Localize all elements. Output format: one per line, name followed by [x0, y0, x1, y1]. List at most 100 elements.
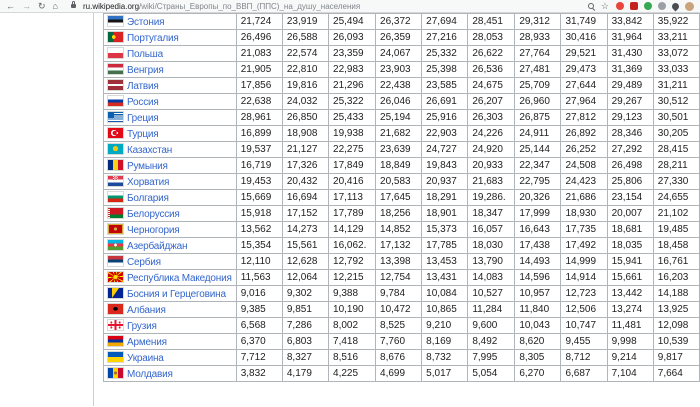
- flag-icon: [108, 287, 123, 298]
- value-cell: 30,205: [652, 125, 700, 142]
- value-cell: 24,920: [467, 141, 516, 158]
- country-link[interactable]: Украина: [127, 352, 164, 364]
- back-button[interactable]: ←: [6, 0, 15, 11]
- country-link[interactable]: Албания: [127, 304, 166, 316]
- flag-icon: [108, 223, 123, 234]
- value-cell: 33,072: [652, 45, 700, 62]
- value-cell: 18,256: [375, 205, 423, 222]
- value-cell: 23,359: [328, 45, 377, 62]
- value-cell: 8,002: [328, 317, 377, 334]
- country-link[interactable]: Польша: [127, 48, 163, 60]
- country-link[interactable]: Республика Македония: [127, 272, 232, 284]
- value-cell: 20,326: [514, 189, 562, 206]
- value-cell: 9,210: [421, 317, 469, 334]
- table-row: Греция 28,961 26,850 25,433 25,194 25,916 26…: [103, 109, 700, 126]
- value-cell: 16,203: [652, 269, 700, 286]
- flag-icon: [108, 31, 123, 42]
- country-link[interactable]: Латвия: [127, 80, 159, 92]
- country-link[interactable]: Эстония: [127, 16, 165, 28]
- value-cell: 21,296: [328, 77, 377, 94]
- country-link[interactable]: Армения: [127, 336, 167, 348]
- table-row: Турция 16,899 18,908 19,938 21,682 22,903 24…: [103, 125, 700, 142]
- value-cell: 12,628: [281, 253, 330, 270]
- home-button[interactable]: ⌂: [52, 0, 58, 11]
- extension-badge-gray-circle[interactable]: [658, 2, 666, 10]
- reload-button[interactable]: ↻: [38, 0, 46, 11]
- country-link[interactable]: Румыния: [127, 160, 168, 172]
- value-cell: 24,655: [652, 189, 700, 206]
- country-link[interactable]: Хорватия: [127, 176, 170, 188]
- value-cell: 9,455: [560, 333, 608, 350]
- table-row: Грузия 6,568 7,286 8,002 8,525 9,210 9,600 10…: [103, 317, 700, 334]
- country-link[interactable]: Португалия: [127, 32, 179, 44]
- extension-badge-stop-octagon[interactable]: [630, 2, 638, 10]
- country-cell: Азербайджан: [103, 237, 237, 254]
- address-bar[interactable]: ru.wikipedia.org/wiki/Страны_Европы_по_В…: [83, 2, 360, 11]
- country-link[interactable]: Белоруссия: [127, 208, 180, 220]
- country-link[interactable]: Россия: [127, 96, 159, 108]
- value-cell: 26,892: [560, 125, 608, 142]
- value-cell: 19,843: [421, 157, 469, 174]
- value-cell: 13,431: [421, 269, 469, 286]
- flag-icon: [108, 335, 123, 346]
- table-row: Азербайджан 15,354 15,561 16,062. 17,132 17…: [103, 237, 700, 254]
- value-cell: 24,508: [560, 157, 608, 174]
- value-cell: 29,312: [514, 13, 562, 30]
- value-cell: 13,453: [421, 253, 469, 270]
- value-cell: 17,113: [328, 189, 377, 206]
- country-link[interactable]: Греция: [127, 112, 159, 124]
- country-link[interactable]: Черногория: [127, 224, 180, 236]
- value-cell: 18,849: [375, 157, 423, 174]
- value-cell: 14,493: [514, 253, 562, 270]
- value-cell: 19,286.: [467, 189, 516, 206]
- extension-badge-red-circle[interactable]: [616, 2, 624, 10]
- country-cell: Черногория: [103, 221, 237, 238]
- country-cell: Армения: [103, 333, 237, 350]
- flag-icon: [108, 351, 123, 362]
- country-link[interactable]: Турция: [127, 128, 159, 140]
- value-cell: 18,930: [560, 205, 608, 222]
- value-cell: 16,643: [514, 221, 562, 238]
- country-link[interactable]: Сербия: [127, 256, 161, 268]
- value-cell: 28,415: [652, 141, 700, 158]
- value-cell: 7,286: [281, 317, 330, 334]
- value-cell: 31,369: [606, 61, 654, 78]
- value-cell: 24,727: [421, 141, 469, 158]
- forward-button[interactable]: →: [22, 0, 31, 11]
- country-link[interactable]: Болгария: [127, 192, 169, 204]
- extension-badge-green-circle[interactable]: [644, 2, 652, 10]
- value-cell: 7,664: [652, 365, 700, 382]
- value-cell: 18,681: [606, 221, 654, 238]
- value-cell: 18,347: [467, 205, 516, 222]
- profile-avatar[interactable]: [685, 1, 694, 11]
- value-cell: 10,865: [421, 301, 469, 318]
- country-link[interactable]: Казахстан: [127, 144, 173, 156]
- country-link[interactable]: Босния и Герцеговина: [127, 288, 226, 300]
- value-cell: 17,856: [235, 77, 283, 94]
- value-cell: 28,053: [467, 29, 516, 46]
- value-cell: 25,916: [421, 109, 469, 126]
- country-cell: Россия: [103, 93, 237, 110]
- value-cell: 22,810: [281, 61, 330, 78]
- flag-icon: [108, 95, 123, 106]
- value-cell: 17,999: [514, 205, 562, 222]
- country-link[interactable]: Венгрия: [127, 64, 164, 76]
- value-cell: 7,995: [467, 349, 516, 366]
- value-cell: 18,030: [467, 237, 516, 254]
- bookmark-star-icon[interactable]: ☆: [600, 0, 609, 11]
- value-cell: 9,214: [606, 349, 654, 366]
- country-link[interactable]: Молдавия: [127, 368, 173, 380]
- value-cell: 11,563: [235, 269, 283, 286]
- value-cell: 10,043: [514, 317, 562, 334]
- extensions-pin-icon[interactable]: [670, 1, 681, 11]
- value-cell: 20,432: [281, 173, 330, 190]
- value-cell: 21,686: [560, 189, 608, 206]
- country-link[interactable]: Азербайджан: [127, 240, 188, 252]
- value-cell: 10,747: [560, 317, 608, 334]
- value-cell: 25,194: [375, 109, 423, 126]
- flag-icon: [108, 127, 123, 138]
- value-cell: 10,084: [421, 285, 469, 302]
- country-link[interactable]: Грузия: [127, 320, 157, 332]
- flag-icon: [108, 255, 123, 266]
- zoom-search-icon[interactable]: [587, 3, 594, 9]
